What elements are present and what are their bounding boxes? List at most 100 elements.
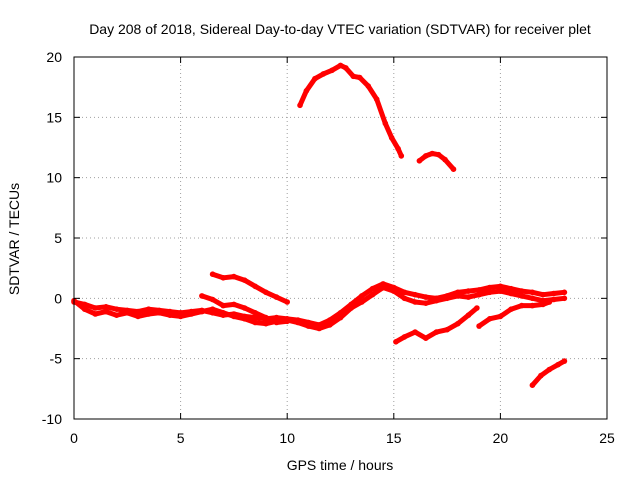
data-point: [455, 320, 461, 327]
x-tick-label: 15: [386, 430, 402, 446]
data-point: [356, 74, 363, 81]
x-tick-label: 25: [599, 430, 615, 446]
data-point: [538, 372, 544, 379]
data-point: [561, 295, 568, 302]
data-point: [350, 73, 357, 80]
data-point: [231, 313, 237, 320]
data-point: [540, 291, 546, 298]
data-point: [486, 316, 493, 322]
data-point: [416, 158, 423, 164]
data-point: [476, 323, 482, 329]
data-point: [135, 313, 141, 320]
x-tick-label: 0: [70, 430, 78, 446]
data-point: [395, 145, 401, 152]
data-point: [423, 294, 429, 300]
data-point: [486, 289, 493, 296]
y-tick-label: 20: [46, 49, 62, 65]
x-tick-label: 5: [177, 430, 185, 446]
data-point: [518, 302, 525, 309]
data-point: [508, 290, 514, 297]
data-point: [433, 329, 440, 335]
data-point: [455, 293, 461, 299]
data-point: [305, 323, 312, 329]
data-point: [124, 310, 131, 316]
data-point: [284, 299, 291, 305]
data-point: [380, 284, 386, 291]
data-point: [103, 304, 109, 310]
data-point: [220, 275, 226, 281]
y-tick-label: 0: [54, 290, 62, 306]
data-point: [529, 295, 536, 302]
data-point: [92, 311, 99, 317]
data-point: [113, 312, 120, 319]
y-axis-label: SDTVAR / TECUs: [6, 183, 22, 295]
data-point: [474, 305, 480, 311]
data-point: [465, 288, 472, 294]
data-point: [550, 296, 557, 303]
data-point: [412, 329, 418, 335]
data-point: [348, 305, 355, 311]
data-point: [252, 314, 258, 321]
data-point: [209, 271, 216, 278]
data-point: [497, 288, 504, 294]
data-point: [273, 319, 280, 326]
data-point: [476, 287, 482, 293]
data-point: [508, 285, 514, 292]
data-point: [295, 319, 301, 326]
data-point: [388, 135, 395, 141]
data-point: [398, 153, 405, 159]
data-point: [303, 88, 310, 94]
data-point: [263, 289, 269, 296]
data-point: [231, 273, 237, 280]
data-point: [550, 290, 557, 297]
data-point: [135, 308, 141, 315]
data-point: [231, 301, 237, 308]
data-point: [444, 326, 450, 333]
data-point: [365, 83, 372, 89]
data-point: [476, 291, 482, 298]
data-point: [220, 310, 226, 316]
x-tick-label: 10: [279, 430, 295, 446]
data-point: [529, 302, 536, 309]
data-point: [412, 299, 418, 305]
data-point: [145, 311, 152, 317]
data-point: [188, 311, 195, 317]
data-point: [220, 302, 226, 309]
data-point: [327, 322, 333, 328]
x-tick-label: 20: [493, 430, 509, 446]
data-point: [465, 312, 472, 319]
data-point: [241, 277, 248, 284]
y-tick-label: 10: [46, 170, 62, 186]
data-point: [81, 306, 88, 313]
data-point: [561, 289, 568, 296]
data-point: [252, 310, 258, 316]
axis-ticks: 0 5 10 15 20 25 -10 -5 0 5 10 15 20: [42, 49, 615, 446]
data-point: [156, 310, 163, 316]
grid: [74, 57, 607, 419]
data-point: [423, 153, 429, 159]
data-point: [209, 296, 216, 303]
data-point: [444, 295, 450, 302]
data-point: [450, 166, 457, 172]
data-point: [546, 366, 553, 373]
y-tick-label: 5: [54, 230, 62, 246]
data-point: [429, 150, 436, 157]
data-point: [561, 358, 568, 364]
data-point: [529, 289, 536, 296]
data-point: [241, 316, 248, 322]
y-tick-label: -5: [50, 351, 63, 367]
data-point: [391, 288, 397, 294]
data-point: [312, 75, 318, 82]
data-point: [263, 314, 269, 321]
data-point: [209, 306, 216, 313]
data-point: [263, 320, 269, 327]
series-group: [71, 62, 568, 389]
y-tick-label: -10: [42, 411, 62, 427]
data-point: [359, 299, 365, 305]
y-tick-label: 15: [46, 109, 62, 125]
data-point: [297, 102, 303, 109]
data-point: [103, 308, 109, 315]
data-point: [241, 305, 248, 311]
